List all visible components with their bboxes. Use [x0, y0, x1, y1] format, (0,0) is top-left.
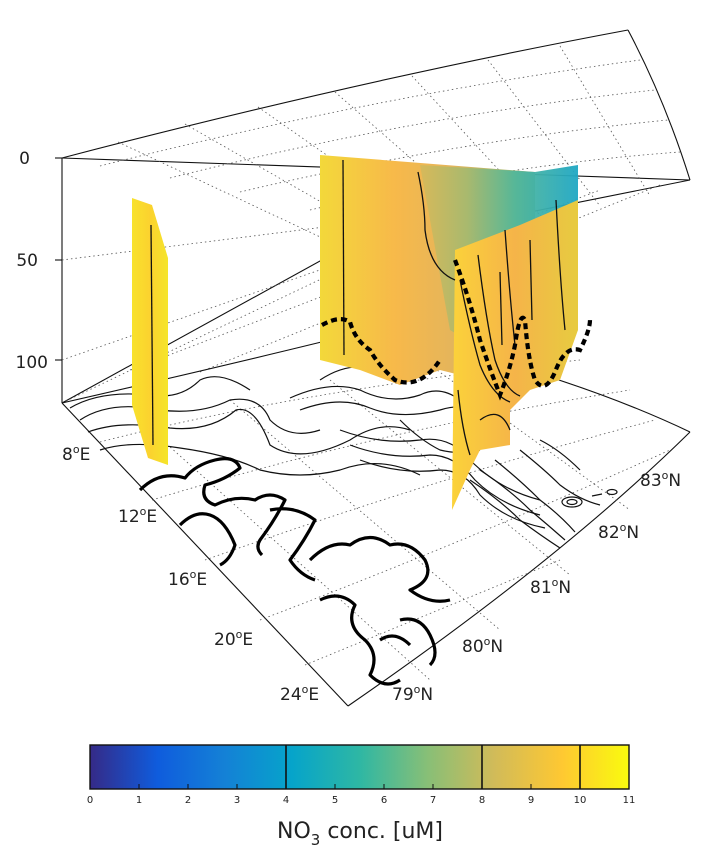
lon-tick-value: 8	[62, 445, 73, 465]
lat-suffix: N	[420, 685, 433, 705]
lon-tick-label: 20oE	[214, 628, 253, 650]
degree-mark: o	[552, 576, 559, 589]
degree-mark: o	[140, 505, 147, 518]
degree-mark: o	[190, 568, 197, 581]
coastlines	[138, 457, 451, 686]
colorbar-label: NO3 conc. [uM]	[277, 819, 443, 848]
lat-suffix: N	[668, 471, 681, 491]
lat-tick-value: 81	[530, 578, 552, 598]
lon-tick-value: 24	[280, 685, 302, 705]
lon-tick-label: 12oE	[118, 505, 157, 527]
colorbar: 0 1 2 3 4 5 6 7 8 9 10 11 NO3 conc. [uM]	[87, 744, 636, 848]
colorbar-tick-label: 10	[574, 795, 587, 806]
lon-tick-label: 16oE	[168, 568, 207, 590]
colorbar-tick-label: 5	[332, 795, 338, 806]
lon-suffix: E	[308, 685, 319, 705]
degree-mark: o	[620, 521, 627, 534]
lat-tick-value: 83	[640, 471, 662, 491]
degree-mark: o	[73, 443, 80, 456]
colorbar-tick-label: 6	[381, 795, 387, 806]
lon-tick-label: 24oE	[280, 683, 319, 705]
lat-tick-label: 81oN	[530, 576, 571, 598]
lat-tick-label: 83oN	[640, 469, 681, 491]
degree-mark: o	[236, 628, 243, 641]
lon-tick-value: 20	[214, 630, 236, 650]
depth-tick-label: 50	[16, 251, 38, 271]
lat-tick-value: 82	[598, 523, 620, 543]
colorbar-label-main: NO	[277, 819, 311, 844]
lat-suffix: N	[490, 637, 503, 657]
colorbar-tick-label: 4	[283, 795, 289, 806]
lat-suffix: N	[626, 523, 639, 543]
depth-axis: 0 50 100	[16, 149, 62, 373]
section-main	[320, 155, 578, 510]
lon-suffix: E	[146, 507, 157, 527]
depth-tick-label: 0	[19, 149, 30, 169]
colorbar-tick-label: 9	[528, 795, 534, 806]
colorbar-tick-label: 11	[623, 795, 636, 806]
lon-tick-label: 8oE	[62, 443, 90, 465]
lon-suffix: E	[242, 630, 253, 650]
colorbar-tick-label: 8	[479, 795, 485, 806]
colorbar-label-rest: conc. [uM]	[320, 819, 443, 844]
lat-tick-label: 82oN	[598, 521, 639, 543]
degree-mark: o	[662, 469, 669, 482]
lat-tick-label: 80oN	[462, 635, 503, 657]
mixed-layer-depth	[320, 259, 593, 401]
longitude-axis: 8oE 12oE 16oE 20oE 24oE	[62, 443, 319, 705]
colorbar-ticks: 0 1 2 3 4 5 6 7 8 9 10 11	[87, 784, 636, 806]
lat-suffix: N	[558, 578, 571, 598]
colorbar-tick-label: 0	[87, 795, 93, 806]
degree-mark: o	[484, 635, 491, 648]
depth-tick-label: 100	[16, 353, 48, 373]
colorbar-label-sub: 3	[311, 831, 321, 848]
colorbar-tick-label: 7	[430, 795, 436, 806]
section-left	[132, 198, 168, 465]
degree-mark: o	[302, 683, 309, 696]
lat-tick-value: 80	[462, 637, 484, 657]
colorbar-tick-label: 1	[136, 795, 142, 806]
colorbar-tick-label: 2	[185, 795, 191, 806]
lon-suffix: E	[80, 445, 91, 465]
latitude-axis: 79oN 80oN 81oN 82oN 83oN	[392, 469, 681, 705]
lon-tick-value: 16	[168, 570, 190, 590]
lat-tick-value: 79	[392, 685, 414, 705]
lon-suffix: E	[196, 570, 207, 590]
colorbar-fill	[89, 744, 630, 790]
degree-mark: o	[414, 683, 421, 696]
colorbar-contour-levels	[285, 745, 581, 789]
colorbar-tick-label: 3	[234, 795, 240, 806]
lon-tick-value: 12	[118, 507, 140, 527]
lat-tick-label: 79oN	[392, 683, 433, 705]
